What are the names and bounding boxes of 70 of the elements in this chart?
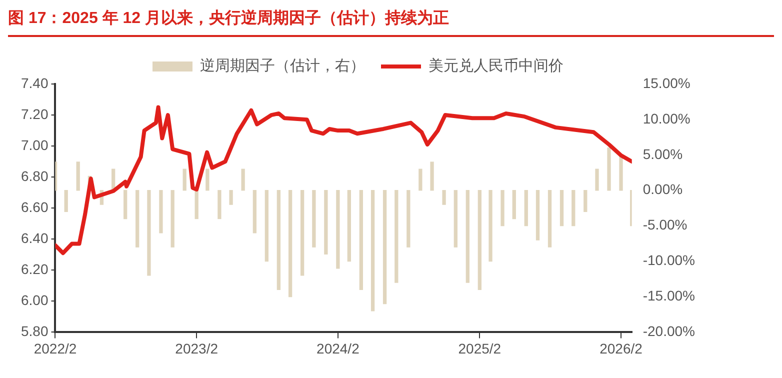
bar bbox=[607, 147, 611, 191]
bar bbox=[430, 162, 434, 191]
bar bbox=[218, 190, 222, 220]
bar bbox=[548, 190, 552, 248]
bar bbox=[406, 190, 410, 248]
bar bbox=[394, 190, 398, 283]
bar bbox=[264, 190, 269, 262]
bar bbox=[194, 190, 198, 220]
bar bbox=[336, 190, 340, 269]
bar bbox=[170, 190, 174, 248]
bar bbox=[572, 190, 576, 226]
y-tick-label: 7.20 bbox=[21, 106, 48, 122]
bar bbox=[147, 190, 151, 276]
x-tick-label: 2023/2 bbox=[175, 340, 218, 356]
legend-label: 逆周期因子（估计，右） bbox=[200, 58, 365, 75]
y2-tick-label: -15.00% bbox=[642, 288, 696, 304]
x-tick-label: 2024/2 bbox=[316, 340, 360, 356]
y-tick-label: 6.80 bbox=[21, 168, 48, 184]
bar bbox=[124, 190, 128, 220]
y-tick-label: 7.40 bbox=[21, 74, 48, 91]
bar bbox=[136, 190, 140, 248]
chart-title: 图 17：2025 年 12 月以来，央行逆周期因子（估计）持续为正 bbox=[8, 8, 774, 37]
y2-tick-label: -10.00% bbox=[642, 252, 696, 268]
y2-tick-label: 0.00% bbox=[642, 181, 683, 198]
bar bbox=[347, 190, 351, 262]
bar bbox=[454, 190, 458, 248]
bar bbox=[478, 190, 482, 290]
y2-tick-label: -20.00% bbox=[642, 323, 696, 340]
bar bbox=[229, 190, 233, 205]
bar bbox=[595, 168, 599, 191]
bar bbox=[370, 190, 375, 312]
legend-label: 美元兑人民币中间价 bbox=[428, 58, 564, 75]
bar bbox=[241, 168, 245, 191]
bar bbox=[76, 162, 80, 191]
y-tick-label: 5.80 bbox=[21, 323, 48, 340]
x-tick-label: 2026/2 bbox=[600, 340, 643, 356]
bar bbox=[466, 190, 470, 283]
bar bbox=[64, 190, 68, 212]
bar bbox=[524, 190, 528, 226]
bar bbox=[418, 168, 422, 191]
bar bbox=[312, 190, 316, 248]
bar bbox=[560, 190, 564, 226]
bar bbox=[536, 190, 540, 240]
bar bbox=[324, 190, 328, 255]
y-tick-label: 6.20 bbox=[21, 261, 48, 278]
bar bbox=[619, 154, 623, 191]
x-tick-label: 2022/2 bbox=[34, 340, 77, 356]
bar bbox=[500, 190, 504, 226]
bar bbox=[442, 190, 446, 205]
bar bbox=[288, 190, 292, 298]
bar bbox=[159, 190, 163, 234]
y-tick-label: 7.00 bbox=[21, 136, 48, 153]
y2-tick-label: 10.00% bbox=[642, 110, 690, 126]
bar bbox=[488, 190, 492, 262]
bar bbox=[252, 190, 257, 234]
bar bbox=[359, 190, 363, 290]
y-tick-label: 6.00 bbox=[21, 292, 48, 308]
y-tick-label: 6.40 bbox=[21, 230, 48, 246]
x-tick-label: 2025/2 bbox=[458, 340, 502, 356]
bar bbox=[382, 190, 387, 304]
bar bbox=[300, 190, 304, 276]
bar bbox=[206, 168, 210, 191]
bar bbox=[182, 168, 186, 191]
y2-tick-label: -5.00% bbox=[642, 216, 688, 233]
y-tick-label: 6.60 bbox=[21, 198, 48, 215]
bar bbox=[276, 190, 281, 290]
bar bbox=[584, 190, 588, 212]
y2-tick-label: 15.00% bbox=[642, 74, 690, 91]
bar bbox=[512, 190, 516, 220]
y2-tick-label: 5.00% bbox=[642, 146, 683, 162]
